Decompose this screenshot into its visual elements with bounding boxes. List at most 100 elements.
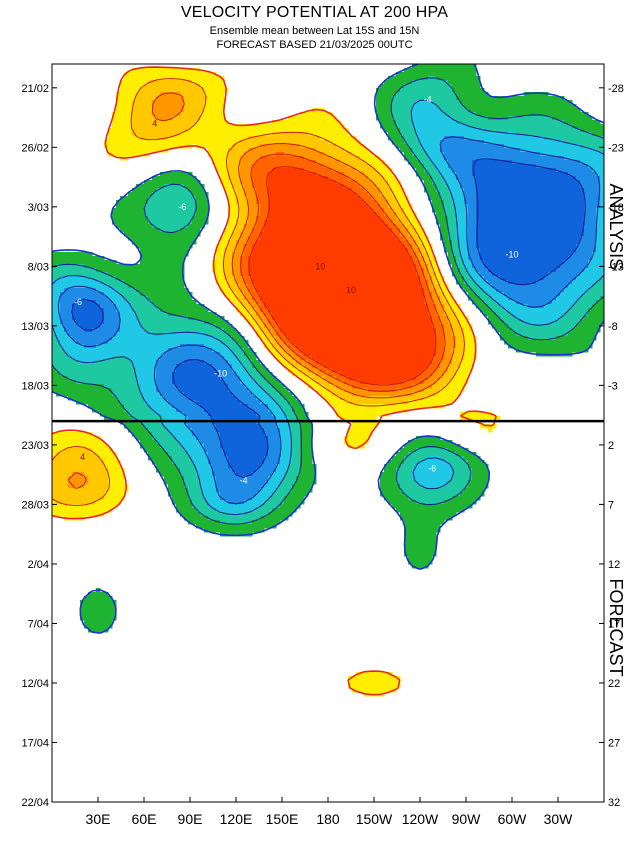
field-cell bbox=[308, 196, 313, 201]
field-cell bbox=[380, 264, 385, 269]
field-cell bbox=[216, 164, 221, 169]
field-cell bbox=[472, 236, 477, 241]
field-cell bbox=[144, 92, 149, 97]
field-cell bbox=[120, 104, 125, 109]
field-cell bbox=[484, 184, 489, 189]
field-cell bbox=[472, 96, 477, 101]
field-cell bbox=[340, 200, 345, 205]
field-cell bbox=[328, 260, 333, 265]
field-cell bbox=[480, 248, 485, 253]
field-cell bbox=[528, 160, 533, 165]
field-cell bbox=[232, 232, 237, 237]
field-cell bbox=[276, 140, 281, 145]
field-cell bbox=[152, 132, 157, 137]
field-cell bbox=[344, 212, 349, 217]
field-cell bbox=[444, 200, 449, 205]
field-cell bbox=[304, 172, 309, 177]
field-cell bbox=[348, 244, 353, 249]
field-cell bbox=[312, 264, 317, 269]
field-cell bbox=[140, 260, 145, 265]
field-cell bbox=[560, 156, 565, 161]
field-cell bbox=[284, 156, 289, 161]
field-cell bbox=[320, 220, 325, 225]
field-cell bbox=[560, 232, 565, 237]
field-cell bbox=[352, 248, 357, 253]
field-cell bbox=[584, 212, 589, 217]
field-cell bbox=[496, 216, 501, 221]
field-cell bbox=[412, 68, 417, 73]
field-cell bbox=[416, 76, 421, 81]
field-cell bbox=[420, 108, 425, 113]
field-cell bbox=[556, 164, 561, 169]
field-cell bbox=[504, 156, 509, 161]
field-cell bbox=[576, 260, 581, 265]
field-cell bbox=[532, 232, 537, 237]
field-cell bbox=[520, 252, 525, 257]
field-cell bbox=[260, 184, 265, 189]
field-cell bbox=[276, 200, 281, 205]
field-cell bbox=[232, 184, 237, 189]
field-cell bbox=[196, 72, 201, 77]
field-cell bbox=[216, 248, 221, 253]
field-cell bbox=[588, 140, 593, 145]
field-cell bbox=[152, 176, 157, 181]
field-cell bbox=[352, 140, 357, 145]
field-cell bbox=[376, 260, 381, 265]
field-cell bbox=[460, 128, 465, 133]
field-cell bbox=[164, 128, 169, 133]
field-cell bbox=[480, 112, 485, 117]
field-cell bbox=[388, 116, 393, 121]
field-cell bbox=[284, 212, 289, 217]
field-cell bbox=[176, 224, 181, 229]
field-cell bbox=[280, 124, 285, 129]
field-cell bbox=[188, 224, 193, 229]
field-cell bbox=[264, 216, 269, 221]
field-cell bbox=[360, 168, 365, 173]
field-cell bbox=[308, 264, 313, 269]
field-cell bbox=[356, 168, 361, 173]
field-cell bbox=[324, 168, 329, 173]
field-cell bbox=[496, 244, 501, 249]
field-cell bbox=[236, 172, 241, 177]
field-cell bbox=[528, 148, 533, 153]
field-cell bbox=[220, 144, 225, 149]
field-cell bbox=[508, 196, 513, 201]
field-cell bbox=[272, 268, 277, 273]
field-cell bbox=[336, 192, 341, 197]
field-cell bbox=[348, 160, 353, 165]
field-cell bbox=[348, 148, 353, 153]
field-cell bbox=[588, 152, 593, 157]
field-cell bbox=[524, 144, 529, 149]
field-cell bbox=[196, 140, 201, 145]
field-cell bbox=[532, 156, 537, 161]
field-cell bbox=[456, 256, 461, 261]
field-cell bbox=[512, 172, 517, 177]
field-cell bbox=[136, 100, 141, 105]
field-cell bbox=[556, 204, 561, 209]
field-cell bbox=[460, 164, 465, 169]
field-cell bbox=[300, 220, 305, 225]
field-cell bbox=[136, 96, 141, 101]
field-cell bbox=[540, 268, 545, 273]
field-cell bbox=[124, 116, 129, 121]
field-cell bbox=[228, 212, 233, 217]
field-cell bbox=[200, 120, 205, 125]
field-cell bbox=[568, 156, 573, 161]
field-cell bbox=[384, 116, 389, 121]
field-cell bbox=[340, 180, 345, 185]
field-cell bbox=[164, 84, 169, 89]
field-cell bbox=[180, 68, 185, 73]
field-cell bbox=[384, 188, 389, 193]
field-cell bbox=[132, 224, 137, 229]
field-cell bbox=[232, 156, 237, 161]
field-cell bbox=[532, 160, 537, 165]
field-cell bbox=[476, 160, 481, 165]
field-cell bbox=[460, 72, 465, 77]
field-cell bbox=[596, 252, 601, 257]
field-cell bbox=[392, 176, 397, 181]
field-cell bbox=[464, 164, 469, 169]
field-cell bbox=[292, 200, 297, 205]
field-cell bbox=[384, 232, 389, 237]
field-cell bbox=[264, 228, 269, 233]
field-cell bbox=[112, 268, 117, 273]
